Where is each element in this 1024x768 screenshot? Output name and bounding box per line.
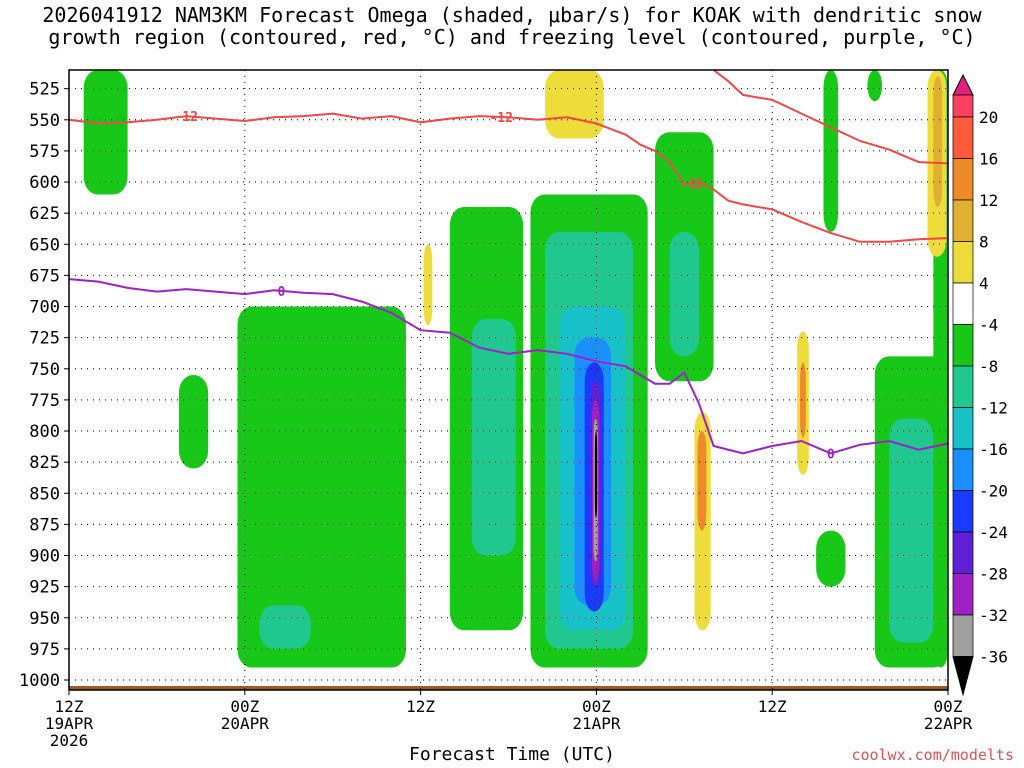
omega-region-descent-yellow-hour25 <box>424 244 433 325</box>
colorbar-segment-13 <box>953 615 973 657</box>
colorbar-segment-4 <box>953 242 973 284</box>
colorbar-label-5: -4 <box>979 316 998 335</box>
omega-region-ascent-far-east-teal <box>889 419 933 643</box>
y-tick-label-825: 825 <box>29 453 60 473</box>
colorbar-segment-8 <box>953 408 973 450</box>
y-tick-label-750: 750 <box>29 360 60 380</box>
y-tick-label-725: 725 <box>29 329 60 349</box>
y-tick-label-1000: 1000 <box>19 671 60 691</box>
omega-region-descent-yellow-upper <box>545 70 604 138</box>
colorbar-label-11: -28 <box>979 565 1008 584</box>
colorbar-label-1: 16 <box>979 150 998 169</box>
y-tick-label-650: 650 <box>29 235 60 255</box>
plot-area: -12 -12 -12 0 0 <box>69 70 948 690</box>
y-tick-label-925: 925 <box>29 578 60 598</box>
colorbar-segment-10 <box>953 491 973 533</box>
contour-label-2-0: 0 <box>278 285 286 300</box>
colorbar-label-9: -20 <box>979 482 1008 501</box>
y-tick-label-950: 950 <box>29 609 60 629</box>
contour-label-2-1: 0 <box>827 447 835 462</box>
x-tick-label-60-1: 22APR <box>924 714 973 733</box>
omega-region-ascent-cyan-hour14 <box>259 605 310 649</box>
colorbar-label-0: 20 <box>979 108 998 127</box>
y-tick-label-775: 775 <box>29 391 60 411</box>
colorbar-label-6: -8 <box>979 357 998 376</box>
colorbar-segment-7 <box>953 366 973 408</box>
colorbar-label-7: -12 <box>979 399 1008 418</box>
x-tick-label-12-1: 20APR <box>221 714 270 733</box>
x-tick-label-36-1: 21APR <box>572 714 621 733</box>
y-tick-label-875: 875 <box>29 515 60 535</box>
colorbar-top-arrow <box>953 75 973 95</box>
omega-region-ascent-east-teal <box>670 232 699 356</box>
colorbar-segment-3 <box>953 200 973 242</box>
omega-region-descent-orange-hour43 <box>697 431 706 531</box>
watermark: coolwx.com/modelts <box>851 746 1014 764</box>
omega-region-descent-orange-hour50 <box>800 363 806 438</box>
colorbar-segment-0 <box>953 95 973 117</box>
y-tick-label-675: 675 <box>29 266 60 286</box>
y-tick-label-850: 850 <box>29 484 60 504</box>
contour-label-0-2: -12 <box>680 177 703 192</box>
y-tick-label-800: 800 <box>29 422 60 442</box>
y-tick-label-575: 575 <box>29 142 60 162</box>
omega-region-ascent-core-black <box>595 431 597 518</box>
colorbar-segment-1 <box>953 117 973 159</box>
colorbar-segment-2 <box>953 159 973 201</box>
colorbar-label-2: 12 <box>979 191 998 210</box>
colorbar-segment-5 <box>953 283 973 325</box>
y-tick-label-900: 900 <box>29 547 60 567</box>
omega-region-descent-west <box>179 375 208 468</box>
colorbar-label-4: 4 <box>979 274 989 293</box>
x-tick-label-24-0: 12Z <box>406 697 435 716</box>
colorbar-label-8: -16 <box>979 440 1008 459</box>
colorbar-segment-6 <box>953 325 973 367</box>
y-tick-label-600: 600 <box>29 173 60 193</box>
colorbar-segment-12 <box>953 574 973 616</box>
omega-region-ascent-upper-east2 <box>867 70 882 101</box>
colorbar-segment-9 <box>953 449 973 491</box>
omega-region-ascent-lowlevel-east <box>816 531 845 587</box>
contour-label-0-0: -12 <box>174 110 197 125</box>
colorbar-label-12: -32 <box>979 606 1008 625</box>
omega-time-height-chart: -12 -12 -12 0 0 525 550 575 600 625 650 675 700 725 7… <box>0 0 1024 768</box>
y-tick-label-975: 975 <box>29 640 60 660</box>
omega-region-descent-orange-upper-east <box>933 76 942 207</box>
y-tick-label-525: 525 <box>29 80 60 100</box>
colorbar: 20 16 12 8 4 -4 -8 -12 -16 -20 -24 -28 -32 -36 <box>953 75 1008 695</box>
y-tick-label-700: 700 <box>29 298 60 318</box>
colorbar-segment-11 <box>953 532 973 574</box>
colorbar-bottom-arrow <box>953 657 973 695</box>
colorbar-label-10: -24 <box>979 523 1008 542</box>
colorbar-label-3: 8 <box>979 233 989 252</box>
x-tick-label-48-0: 12Z <box>758 697 787 716</box>
y-tick-label-550: 550 <box>29 111 60 131</box>
y-tick-label-625: 625 <box>29 204 60 224</box>
colorbar-label-13: -36 <box>979 648 1008 667</box>
contour-label-0-1: -12 <box>489 111 512 126</box>
